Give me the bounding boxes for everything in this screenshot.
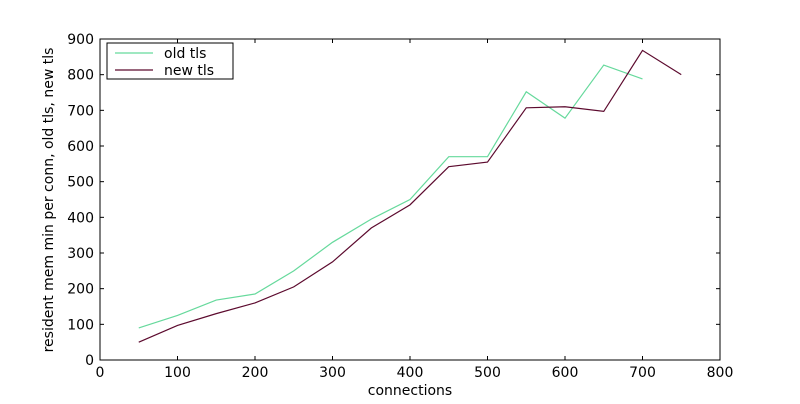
x-tick-label: 600 bbox=[552, 365, 579, 381]
x-tick-label: 800 bbox=[707, 365, 734, 381]
legend-label: old tls bbox=[164, 46, 206, 62]
legend-box bbox=[106, 42, 234, 80]
x-tick-label: 500 bbox=[474, 365, 501, 381]
y-tick-label: 300 bbox=[67, 246, 94, 262]
y-tick-label: 800 bbox=[67, 68, 94, 84]
y-tick-label: 100 bbox=[67, 317, 94, 333]
x-tick-label: 700 bbox=[629, 365, 656, 381]
y-tick-label: 600 bbox=[67, 139, 94, 155]
legend-label: new tls bbox=[164, 63, 214, 79]
x-tick-label: 300 bbox=[319, 365, 346, 381]
series-line bbox=[138, 49, 682, 343]
x-tick-label: 200 bbox=[242, 365, 269, 381]
y-tick-label: 900 bbox=[67, 32, 94, 48]
y-tick-label: 400 bbox=[67, 210, 94, 226]
y-tick-label: 0 bbox=[85, 353, 94, 369]
x-axis-label: connections bbox=[368, 383, 452, 399]
y-tick-label: 700 bbox=[67, 103, 94, 119]
y-axis-label: resident mem min per conn, old tls, new … bbox=[41, 48, 57, 353]
x-tick-label: 400 bbox=[397, 365, 424, 381]
y-tick-label: 200 bbox=[67, 282, 94, 298]
x-tick-label: 0 bbox=[96, 365, 105, 381]
series-line bbox=[138, 64, 643, 329]
y-tick-label: 500 bbox=[67, 175, 94, 191]
x-tick-label: 100 bbox=[164, 365, 191, 381]
